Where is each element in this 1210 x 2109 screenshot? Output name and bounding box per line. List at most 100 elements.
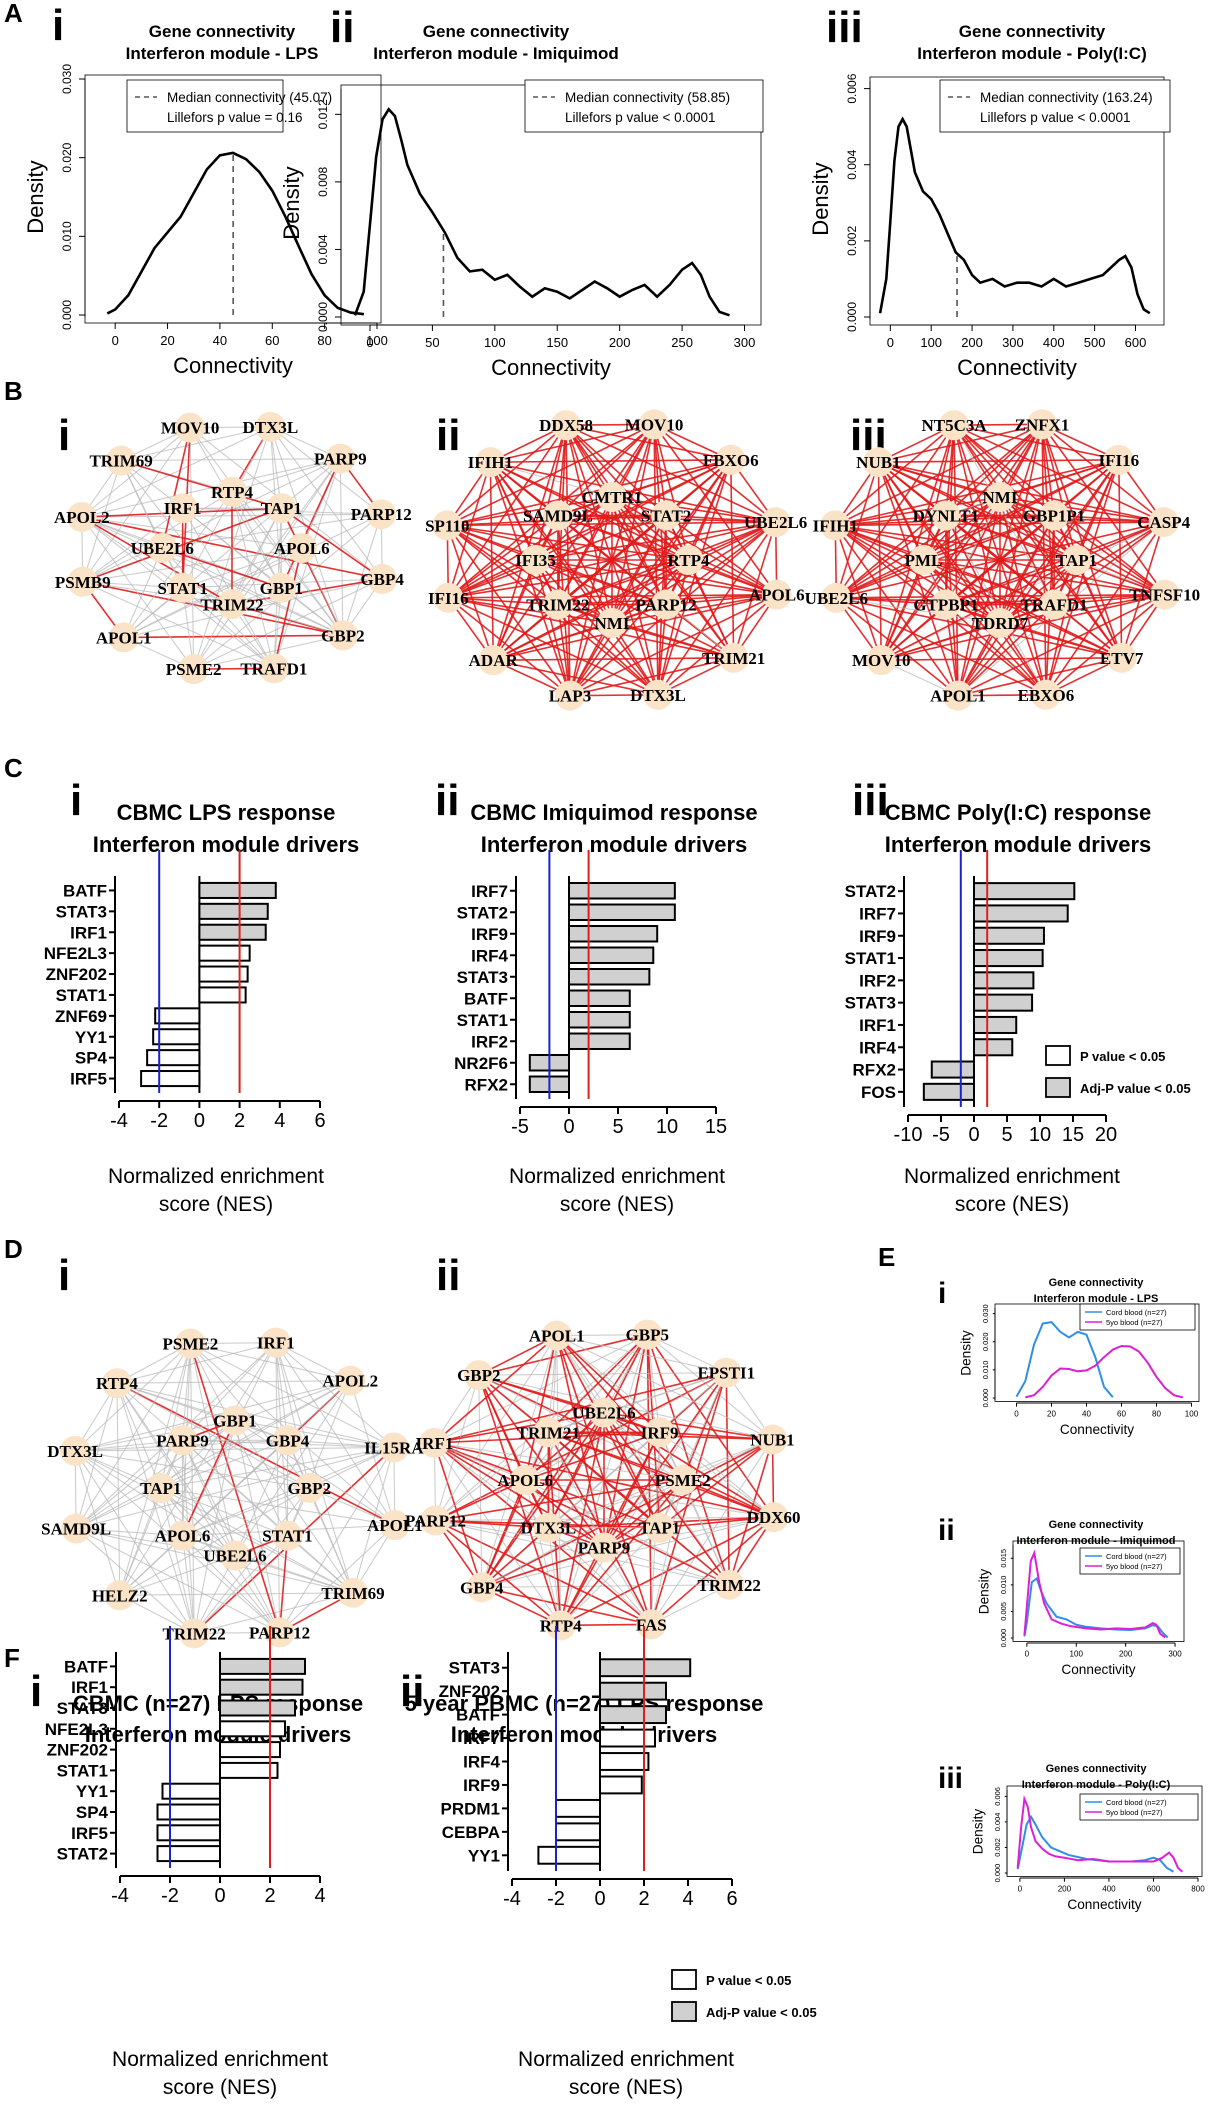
edge-neutral — [116, 1382, 310, 1489]
edge-neutral — [434, 1442, 683, 1481]
edge-neutral — [120, 460, 163, 549]
edge-positive — [446, 524, 613, 624]
node-label: RTP4 — [668, 551, 710, 570]
chart-f-i: i CBMC (n=27) LPS response Interferon modu… — [30, 1626, 363, 2099]
edge-neutral — [556, 1335, 727, 1374]
y-tick-label: 0.000 — [316, 302, 330, 332]
panel-roman: ii — [436, 1251, 460, 1300]
edge-positive — [434, 1442, 605, 1549]
edge-positive — [603, 1411, 774, 1518]
edge-positive — [834, 524, 1001, 624]
chart-a-ii: ii Gene connectivity Interferon module - I… — [279, 3, 764, 380]
x-tick-label: -2 — [161, 1885, 179, 1907]
chart-f-ii: ii5 year PBMC (n=27) LPS response Interfe… — [400, 1626, 763, 2099]
category-label: NFE2L3 — [44, 944, 107, 963]
edge-neutral — [120, 426, 271, 462]
edge-positive — [557, 514, 667, 606]
node-label: APOL1 — [96, 628, 152, 647]
node-label: CMTR1 — [582, 488, 642, 507]
edge-neutral — [74, 1450, 236, 1556]
node-parp12 — [651, 589, 682, 620]
edge-neutral — [193, 507, 282, 670]
x-axis-label: Normalized enrichment — [509, 1165, 725, 1188]
bar-irf4 — [568, 946, 655, 964]
x-tick-label: 80 — [317, 333, 331, 348]
edge-neutral — [434, 1442, 526, 1481]
y-tick-label: 0.006 — [845, 73, 859, 103]
edge-positive — [492, 424, 567, 661]
edge-positive — [560, 1623, 652, 1627]
node-label: PSME2 — [655, 1471, 711, 1490]
node-label: TRIM21 — [517, 1423, 580, 1442]
node-trim69 — [338, 1577, 369, 1608]
node-label: APOL6 — [497, 1471, 553, 1490]
node-label: PML — [905, 551, 943, 570]
node-ifi35 — [520, 545, 551, 575]
x-tick-label: 250 — [671, 335, 693, 350]
legend-box — [1079, 1303, 1196, 1331]
edge-neutral — [231, 458, 341, 493]
edge-neutral — [82, 581, 233, 605]
edge-positive — [877, 461, 1047, 696]
edge-positive — [835, 424, 955, 599]
legend-box — [126, 79, 284, 133]
x-tick-label: 0 — [214, 1885, 225, 1907]
node-mov10 — [175, 412, 206, 443]
node-mov10 — [639, 409, 670, 440]
edge-neutral — [182, 1439, 310, 1489]
edge-positive — [659, 1438, 773, 1529]
density-line — [353, 107, 730, 317]
edge-neutral — [182, 587, 275, 669]
category-label: IRF4 — [859, 1038, 896, 1057]
node-label: SAMD9L — [41, 1520, 111, 1539]
node-label: IFIH1 — [813, 516, 858, 535]
node-gbp4 — [466, 1572, 497, 1603]
y-axis-label: Density — [279, 166, 304, 239]
node-label: PARP12 — [351, 505, 412, 524]
x-tick-label: 15 — [1062, 1124, 1084, 1146]
edge-positive — [836, 597, 946, 606]
edge-positive — [556, 1334, 661, 1433]
node-rtp4 — [101, 1368, 132, 1399]
node-tap1 — [266, 493, 297, 524]
category-label: IRF1 — [70, 923, 107, 942]
node-nmi — [597, 608, 627, 638]
edge-positive — [880, 496, 1001, 661]
x-tick-label: 0 — [112, 333, 119, 348]
edge-positive — [481, 1412, 605, 1588]
category-label: IRF9 — [463, 1776, 500, 1795]
chart-a-iii: iii Gene connectivity Interferon module - … — [808, 3, 1171, 380]
node-apol6 — [761, 579, 792, 610]
plot-frame — [1006, 1785, 1203, 1877]
edge-neutral — [193, 634, 344, 670]
network-b-iii: iii ZNFX1IFI16CASP4TNFSF10ETV7EBXO6APOL1M… — [805, 409, 1200, 711]
edge-neutral — [556, 1335, 605, 1413]
edge-positive — [611, 496, 778, 596]
chart-title-line: Interferon module - Imiquimod — [373, 44, 619, 63]
legend-label: Median connectivity (45.07) — [167, 90, 332, 105]
edge-positive — [835, 514, 946, 527]
edge-positive — [1041, 424, 1055, 516]
edge-neutral — [234, 1419, 394, 1449]
x-tick-label: 100 — [366, 333, 388, 348]
edge-positive — [877, 461, 925, 561]
bar-fos — [922, 1082, 976, 1101]
edge-positive — [836, 597, 1122, 659]
x-tick-label: 4 — [682, 1888, 693, 1910]
series-line-5yo-blood — [1016, 1795, 1184, 1873]
edge-neutral — [74, 1450, 161, 1489]
series-line-cord-blood — [1023, 1576, 1169, 1639]
series-line-5yo-blood — [1025, 1344, 1184, 1399]
edge-neutral — [82, 581, 183, 589]
category-label: STAT3 — [457, 968, 508, 987]
category-label: STAT2 — [845, 882, 896, 901]
node-label: NMI — [983, 488, 1018, 507]
x-tick-label: 20 — [160, 333, 174, 348]
node-label: IL15RA — [364, 1438, 424, 1457]
x-tick-label: 150 — [546, 335, 568, 350]
legend-swatch-p — [1045, 1045, 1071, 1066]
edge-positive — [1045, 559, 1078, 695]
node-tnfsf10 — [1149, 579, 1180, 610]
edge-positive — [493, 659, 659, 696]
